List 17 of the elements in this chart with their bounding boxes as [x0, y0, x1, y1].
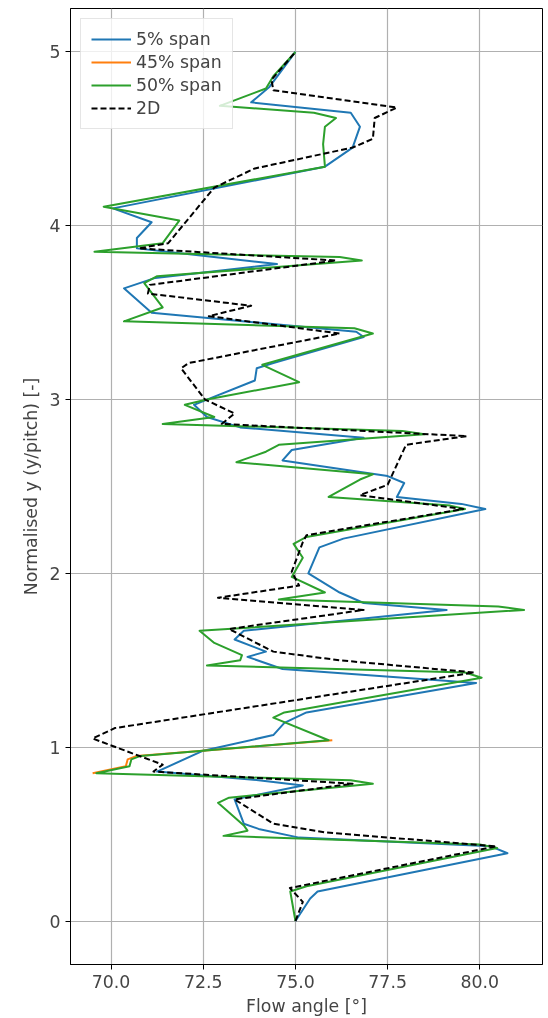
- y-axis-title: Normalised y (y/pitch) [-]: [21, 377, 42, 596]
- x-tick-label: 72.5: [183, 971, 223, 992]
- y-tick-label: 2: [49, 563, 61, 584]
- x-tick-label: 75.0: [276, 971, 315, 992]
- y-tick-label: 3: [49, 390, 61, 411]
- legend-label: 2D: [136, 98, 161, 118]
- y-tick-label: 5: [49, 42, 61, 63]
- legend-label: 50% span: [136, 75, 222, 95]
- y-tick-label: 0: [49, 911, 61, 932]
- legend-label: 5% span: [136, 29, 211, 49]
- x-tick-label: 77.5: [368, 971, 407, 992]
- x-tick-label: 70.0: [91, 971, 131, 992]
- y-tick-label: 1: [49, 737, 61, 758]
- y-tick-label: 4: [49, 216, 61, 237]
- legend-label: 45% span: [136, 52, 222, 72]
- x-axis-title: Flow angle [°]: [246, 995, 367, 1016]
- x-tick-label: 80.0: [460, 971, 500, 992]
